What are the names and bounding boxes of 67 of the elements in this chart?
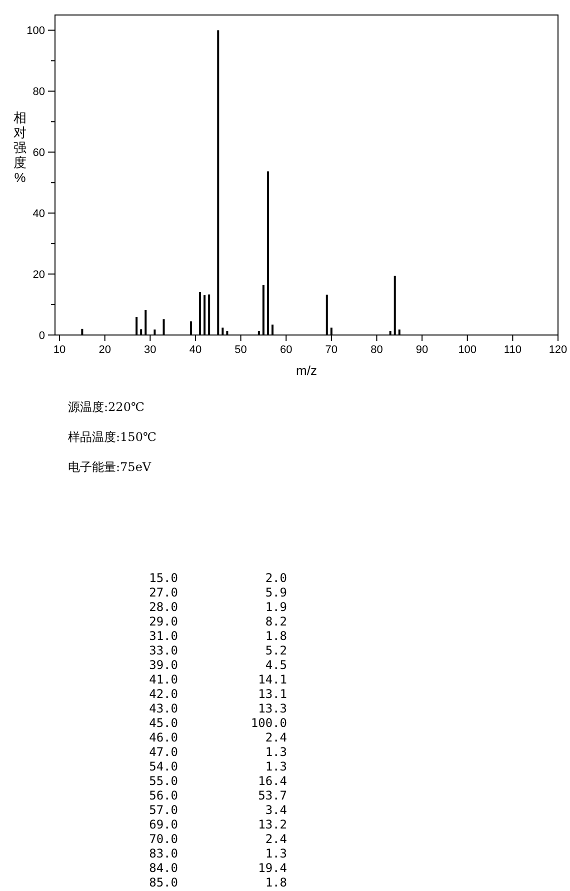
text: 39.0 — [149, 658, 178, 672]
x-tick-label: 120 — [548, 344, 568, 356]
text: 5.2 — [265, 644, 287, 658]
text: 45.0 — [149, 716, 178, 730]
text: 70.0 — [149, 832, 178, 846]
y-tick-label: 40 — [32, 208, 45, 220]
text: 27.0 — [149, 586, 178, 600]
text: 83.0 — [149, 846, 178, 860]
text: 5.9 — [265, 586, 287, 600]
y-tick-label: 80 — [32, 86, 45, 98]
text: 85.0 — [149, 876, 178, 890]
text: 31.0 — [149, 629, 178, 643]
text: 16.4 — [258, 774, 287, 788]
x-tick-label: 40 — [189, 344, 202, 356]
text: 8.2 — [265, 614, 287, 628]
text: 1.3 — [265, 745, 287, 759]
text: 46.0 — [149, 730, 178, 744]
x-tick-label: 110 — [504, 344, 522, 356]
y-tick-label: 100 — [26, 25, 45, 38]
x-tick-label: 100 — [458, 344, 477, 356]
text: 2.0 — [265, 571, 287, 585]
y-tick-label: 60 — [32, 147, 45, 160]
text: 28.0 — [149, 600, 178, 614]
x-tick-label: 20 — [98, 344, 111, 356]
text: 55.0 — [149, 774, 178, 788]
text: 69.0 — [149, 818, 178, 832]
x-tick-label: 50 — [234, 344, 247, 356]
x-tick-label: 70 — [325, 344, 338, 356]
text: 样品温度:150℃ — [68, 430, 156, 444]
text: 56.0 — [149, 788, 178, 802]
text: 1.8 — [265, 876, 287, 890]
text: 13.2 — [258, 818, 287, 832]
text: 29.0 — [149, 614, 178, 628]
text: 57.0 — [149, 803, 178, 817]
text: 19.4 — [258, 861, 287, 875]
text: 33.0 — [149, 644, 178, 658]
text: 3.4 — [265, 803, 287, 817]
text: 14.1 — [258, 672, 287, 686]
text: 源温度:220℃ — [68, 400, 144, 414]
text: 15.0 — [149, 571, 178, 585]
text: 2.4 — [265, 832, 287, 846]
text: 42.0 — [149, 687, 178, 701]
y-tick-label: 20 — [32, 269, 45, 282]
y-tick-label: 0 — [38, 330, 45, 342]
text: 54.0 — [149, 760, 178, 774]
x-tick-label: 30 — [144, 344, 156, 356]
text: 47.0 — [149, 745, 178, 759]
text: 13.3 — [258, 702, 287, 716]
x-tick-label: 10 — [53, 344, 66, 356]
text: 41.0 — [149, 672, 178, 686]
text: 53.7 — [258, 788, 287, 802]
text: 1.9 — [265, 600, 287, 614]
text: 13.1 — [258, 687, 287, 701]
text: 1.3 — [265, 846, 287, 860]
text: 84.0 — [149, 861, 178, 875]
y-axis-title: 相对强度% — [14, 110, 26, 185]
text: 电子能量:75eV — [68, 460, 152, 474]
text: 1.3 — [265, 760, 287, 774]
text: 100.0 — [250, 716, 287, 730]
text: 4.5 — [265, 658, 287, 672]
x-tick-label: 80 — [370, 344, 383, 356]
x-tick-label: 90 — [416, 344, 428, 356]
x-axis-title: m/z — [296, 363, 317, 378]
text: 2.4 — [265, 730, 287, 744]
x-tick-label: 60 — [280, 344, 292, 356]
text: 43.0 — [149, 702, 178, 716]
text: 1.8 — [265, 629, 287, 643]
